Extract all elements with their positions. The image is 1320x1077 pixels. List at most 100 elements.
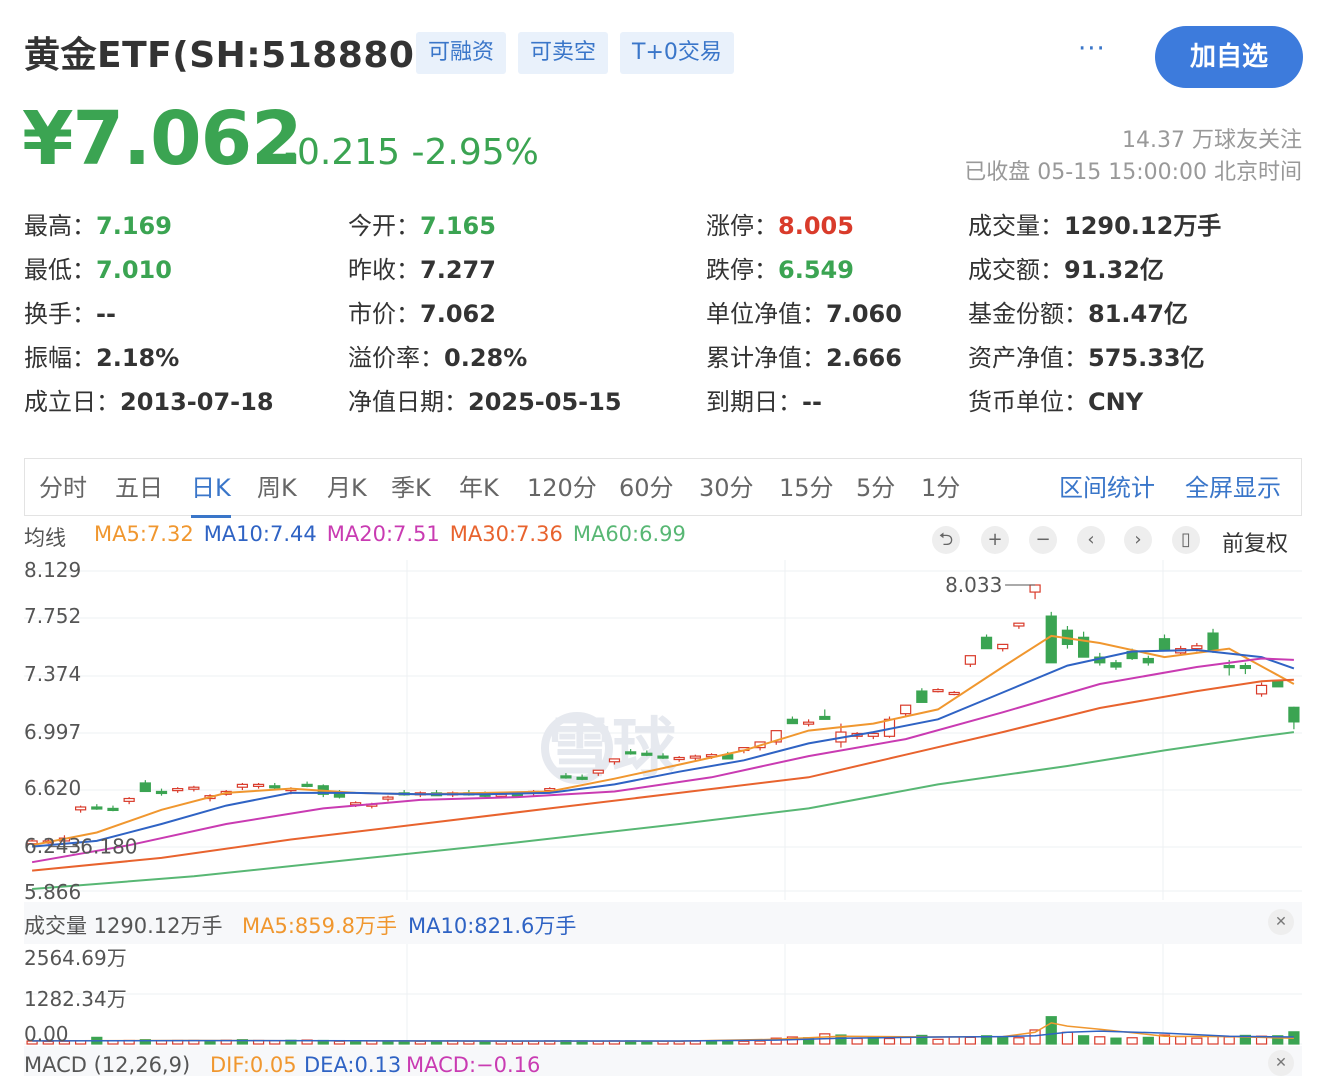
- candle-body: [188, 786, 200, 790]
- stat-value: 6.549: [778, 256, 854, 284]
- chevron-left-icon[interactable]: ‹: [1077, 526, 1105, 554]
- stat-item: 溢价率：0.28%: [348, 338, 527, 373]
- zoom-out-icon[interactable]: −: [1029, 526, 1057, 554]
- candle-body: [560, 775, 572, 779]
- stat-value: 2.18%: [96, 344, 180, 372]
- stat-value: CNY: [1088, 388, 1144, 416]
- candle-body: [689, 755, 701, 759]
- volume-bar: [1110, 1037, 1122, 1045]
- stat-value: 7.169: [96, 212, 172, 240]
- ma-line-ma20: [31, 657, 1294, 864]
- volume-bar: [1207, 1035, 1219, 1045]
- close-volume-icon[interactable]: ✕: [1268, 909, 1294, 935]
- ma-legend-item: MA60:6.99: [572, 522, 686, 546]
- tab-monthly-k[interactable]: 月K: [327, 474, 367, 502]
- volume-bar: [754, 1040, 766, 1045]
- stat-value: 91.32亿: [1064, 256, 1164, 284]
- candle-body: [657, 755, 669, 759]
- tab-120min[interactable]: 120分: [527, 474, 597, 502]
- period-tabs: 分时 五日 日K 周K 月K 季K 年K 120分 60分 30分 15分 5分…: [24, 458, 1302, 518]
- candle-body: [916, 690, 928, 703]
- interval-stats-button[interactable]: 区间统计: [1059, 474, 1155, 502]
- candle-body: [900, 704, 912, 715]
- volume-bar: [1126, 1037, 1138, 1045]
- stat-item: 最低：7.010: [24, 250, 172, 285]
- macd-dif: DIF:0.05: [210, 1053, 297, 1077]
- stat-label: 净值日期：: [348, 388, 468, 416]
- candle-body: [1110, 662, 1122, 668]
- volume-vol-ma10: [32, 1030, 1294, 1042]
- tab-yearly-k[interactable]: 年K: [459, 474, 499, 502]
- volume-bar: [948, 1036, 960, 1045]
- market-status: 已收盘 05-15 15:00:00 北京时间: [964, 160, 1302, 185]
- ma-legend-item: MA20:7.51: [326, 522, 440, 546]
- ma-line-ma60: [32, 731, 1295, 890]
- candle-body: [75, 806, 87, 811]
- stat-label: 累计净值：: [706, 344, 826, 372]
- ma-lines: [31, 634, 1295, 890]
- candle-style-icon[interactable]: ▯: [1172, 526, 1200, 554]
- add-watchlist-button[interactable]: 加自选: [1155, 26, 1303, 88]
- chevron-right-icon[interactable]: ›: [1124, 526, 1152, 554]
- stat-value: --: [802, 388, 822, 416]
- volume-bar: [705, 1040, 718, 1045]
- stat-item: 振幅：2.18%: [24, 338, 179, 373]
- stat-item: 成立日：2013-07-18: [24, 382, 274, 417]
- candle-body: [786, 718, 799, 725]
- candle-body: [107, 807, 119, 812]
- tab-five-day[interactable]: 五日: [115, 474, 163, 502]
- candle-body: [819, 715, 831, 720]
- tab-5min[interactable]: 5分: [856, 474, 896, 502]
- tab-15min[interactable]: 15分: [779, 474, 834, 502]
- tab-weekly-k[interactable]: 周K: [257, 474, 297, 502]
- price-axis-label: 6.243: [24, 834, 82, 858]
- volume-bar: [1272, 1035, 1284, 1045]
- candle-body: [1045, 615, 1057, 664]
- ma-line-ma10: [32, 648, 1295, 848]
- stat-label: 货币单位：: [968, 388, 1088, 416]
- tag-short-selling[interactable]: 可卖空: [518, 32, 609, 74]
- tab-1min[interactable]: 1分: [921, 474, 961, 502]
- stat-label: 溢价率：: [348, 344, 444, 372]
- candle-body: [139, 782, 151, 793]
- zoom-in-icon[interactable]: +: [981, 526, 1009, 554]
- stat-value: 7.010: [96, 256, 172, 284]
- candle-body: [123, 797, 135, 802]
- candle-body: [932, 689, 944, 693]
- stat-item: 换手：--: [24, 294, 116, 329]
- candle-body: [980, 636, 993, 650]
- candle-body: [625, 751, 637, 755]
- fullscreen-button[interactable]: 全屏显示: [1185, 474, 1281, 502]
- stat-value: 2.666: [826, 344, 902, 372]
- candle-body: [1288, 706, 1300, 723]
- stat-value: 575.33亿: [1088, 344, 1205, 372]
- candle-body: [1013, 622, 1025, 627]
- candle-body: [673, 756, 685, 761]
- tab-30min[interactable]: 30分: [699, 474, 754, 502]
- volume-bar: [1029, 1029, 1041, 1045]
- adjust-mode-select[interactable]: 前复权: [1222, 532, 1289, 557]
- tab-daily-k[interactable]: 日K: [191, 459, 231, 518]
- tag-margin-financing[interactable]: 可融资: [416, 32, 507, 74]
- ma-legend: MA5:7.32 MA10:7.44 MA20:7.51 MA30:7.36 MA60:…: [94, 522, 696, 546]
- volume-bar: [1094, 1036, 1106, 1045]
- volume-axis-min: 0.00: [24, 1022, 69, 1046]
- close-macd-icon[interactable]: ✕: [1268, 1050, 1294, 1076]
- stat-item: 资产净值：575.33亿: [968, 338, 1205, 373]
- reset-icon[interactable]: ⮌: [932, 526, 960, 554]
- candle-body: [1077, 636, 1090, 658]
- stat-label: 市价：: [348, 300, 420, 328]
- tab-quarterly-k[interactable]: 季K: [391, 474, 431, 502]
- tab-60min[interactable]: 60分: [619, 474, 674, 502]
- volume-bar: [851, 1037, 863, 1045]
- stat-label: 资产净值：: [968, 344, 1088, 372]
- more-icon[interactable]: ···: [1078, 34, 1106, 64]
- volume-bar: [1045, 1016, 1057, 1045]
- price-axis-label: 6.620: [24, 776, 82, 800]
- followers-count: 14.37 万球友关注: [1122, 128, 1302, 153]
- stat-label: 振幅：: [24, 344, 96, 372]
- candle-body: [576, 776, 588, 780]
- tab-intraday[interactable]: 分时: [39, 474, 87, 502]
- tag-t0-trading[interactable]: T+0交易: [620, 32, 734, 74]
